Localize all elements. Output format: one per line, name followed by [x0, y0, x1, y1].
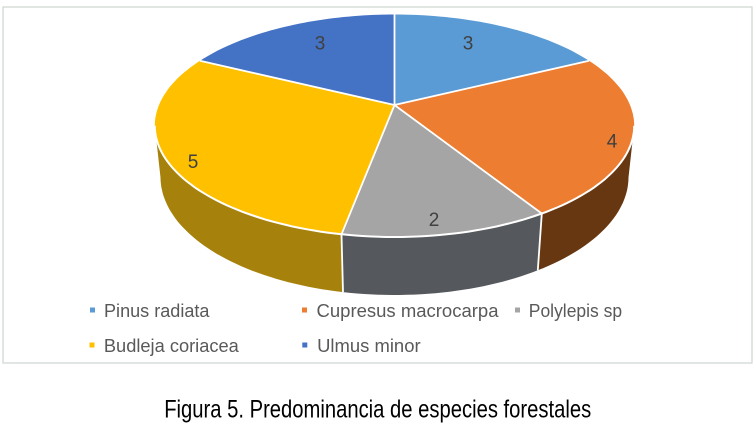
svg-text:Figura 5. Predominancia de esp: Figura 5. Predominancia de especies fore…	[164, 396, 591, 424]
svg-text:Ulmus minor: Ulmus minor	[317, 336, 421, 356]
svg-text:Cupresus macrocarpa: Cupresus macrocarpa	[317, 301, 500, 321]
svg-text:3: 3	[463, 33, 474, 54]
svg-text:4: 4	[607, 131, 618, 152]
svg-text:5: 5	[188, 152, 199, 173]
svg-text:2: 2	[429, 210, 440, 231]
svg-text:Pinus radiata: Pinus radiata	[104, 301, 210, 321]
svg-text:3: 3	[315, 33, 326, 54]
svg-text:Polylepis sp: Polylepis sp	[529, 301, 622, 321]
svg-text:Budleja coriacea: Budleja coriacea	[104, 336, 240, 356]
